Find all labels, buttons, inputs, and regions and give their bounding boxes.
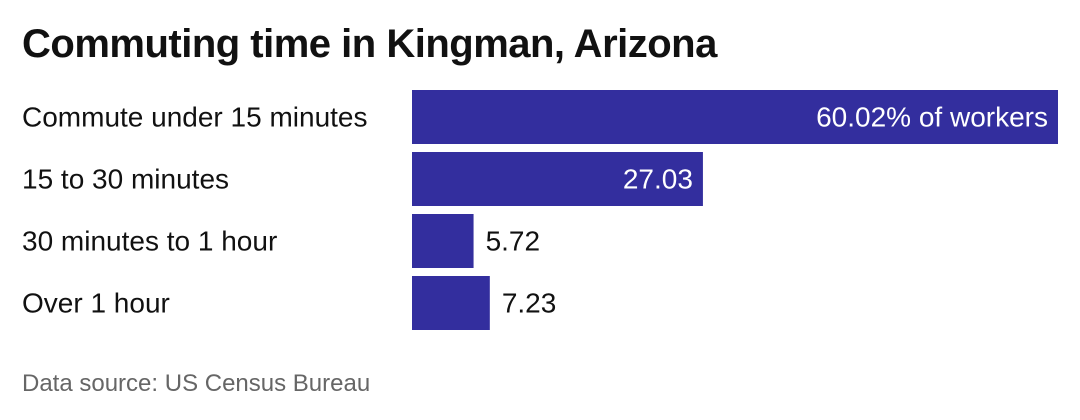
bar-chart: Commute under 15 minutes 60.02% of worker… [22,90,1058,330]
value-label: 60.02% of workers [816,102,1048,133]
data-source-note: Data source: US Census Bureau [22,370,371,397]
category-label: 30 minutes to 1 hour [22,226,277,257]
value-label: 5.72 [486,226,541,257]
category-label: Over 1 hour [22,288,170,319]
chart-title: Commuting time in Kingman, Arizona [22,22,717,66]
value-label: 7.23 [502,288,556,319]
category-label: 15 to 30 minutes [22,164,229,195]
category-label: Commute under 15 minutes [22,102,368,133]
bar [412,90,1058,144]
bar [412,152,703,206]
value-label: 27.03 [623,164,693,195]
bar [412,214,474,268]
bar [412,276,490,330]
